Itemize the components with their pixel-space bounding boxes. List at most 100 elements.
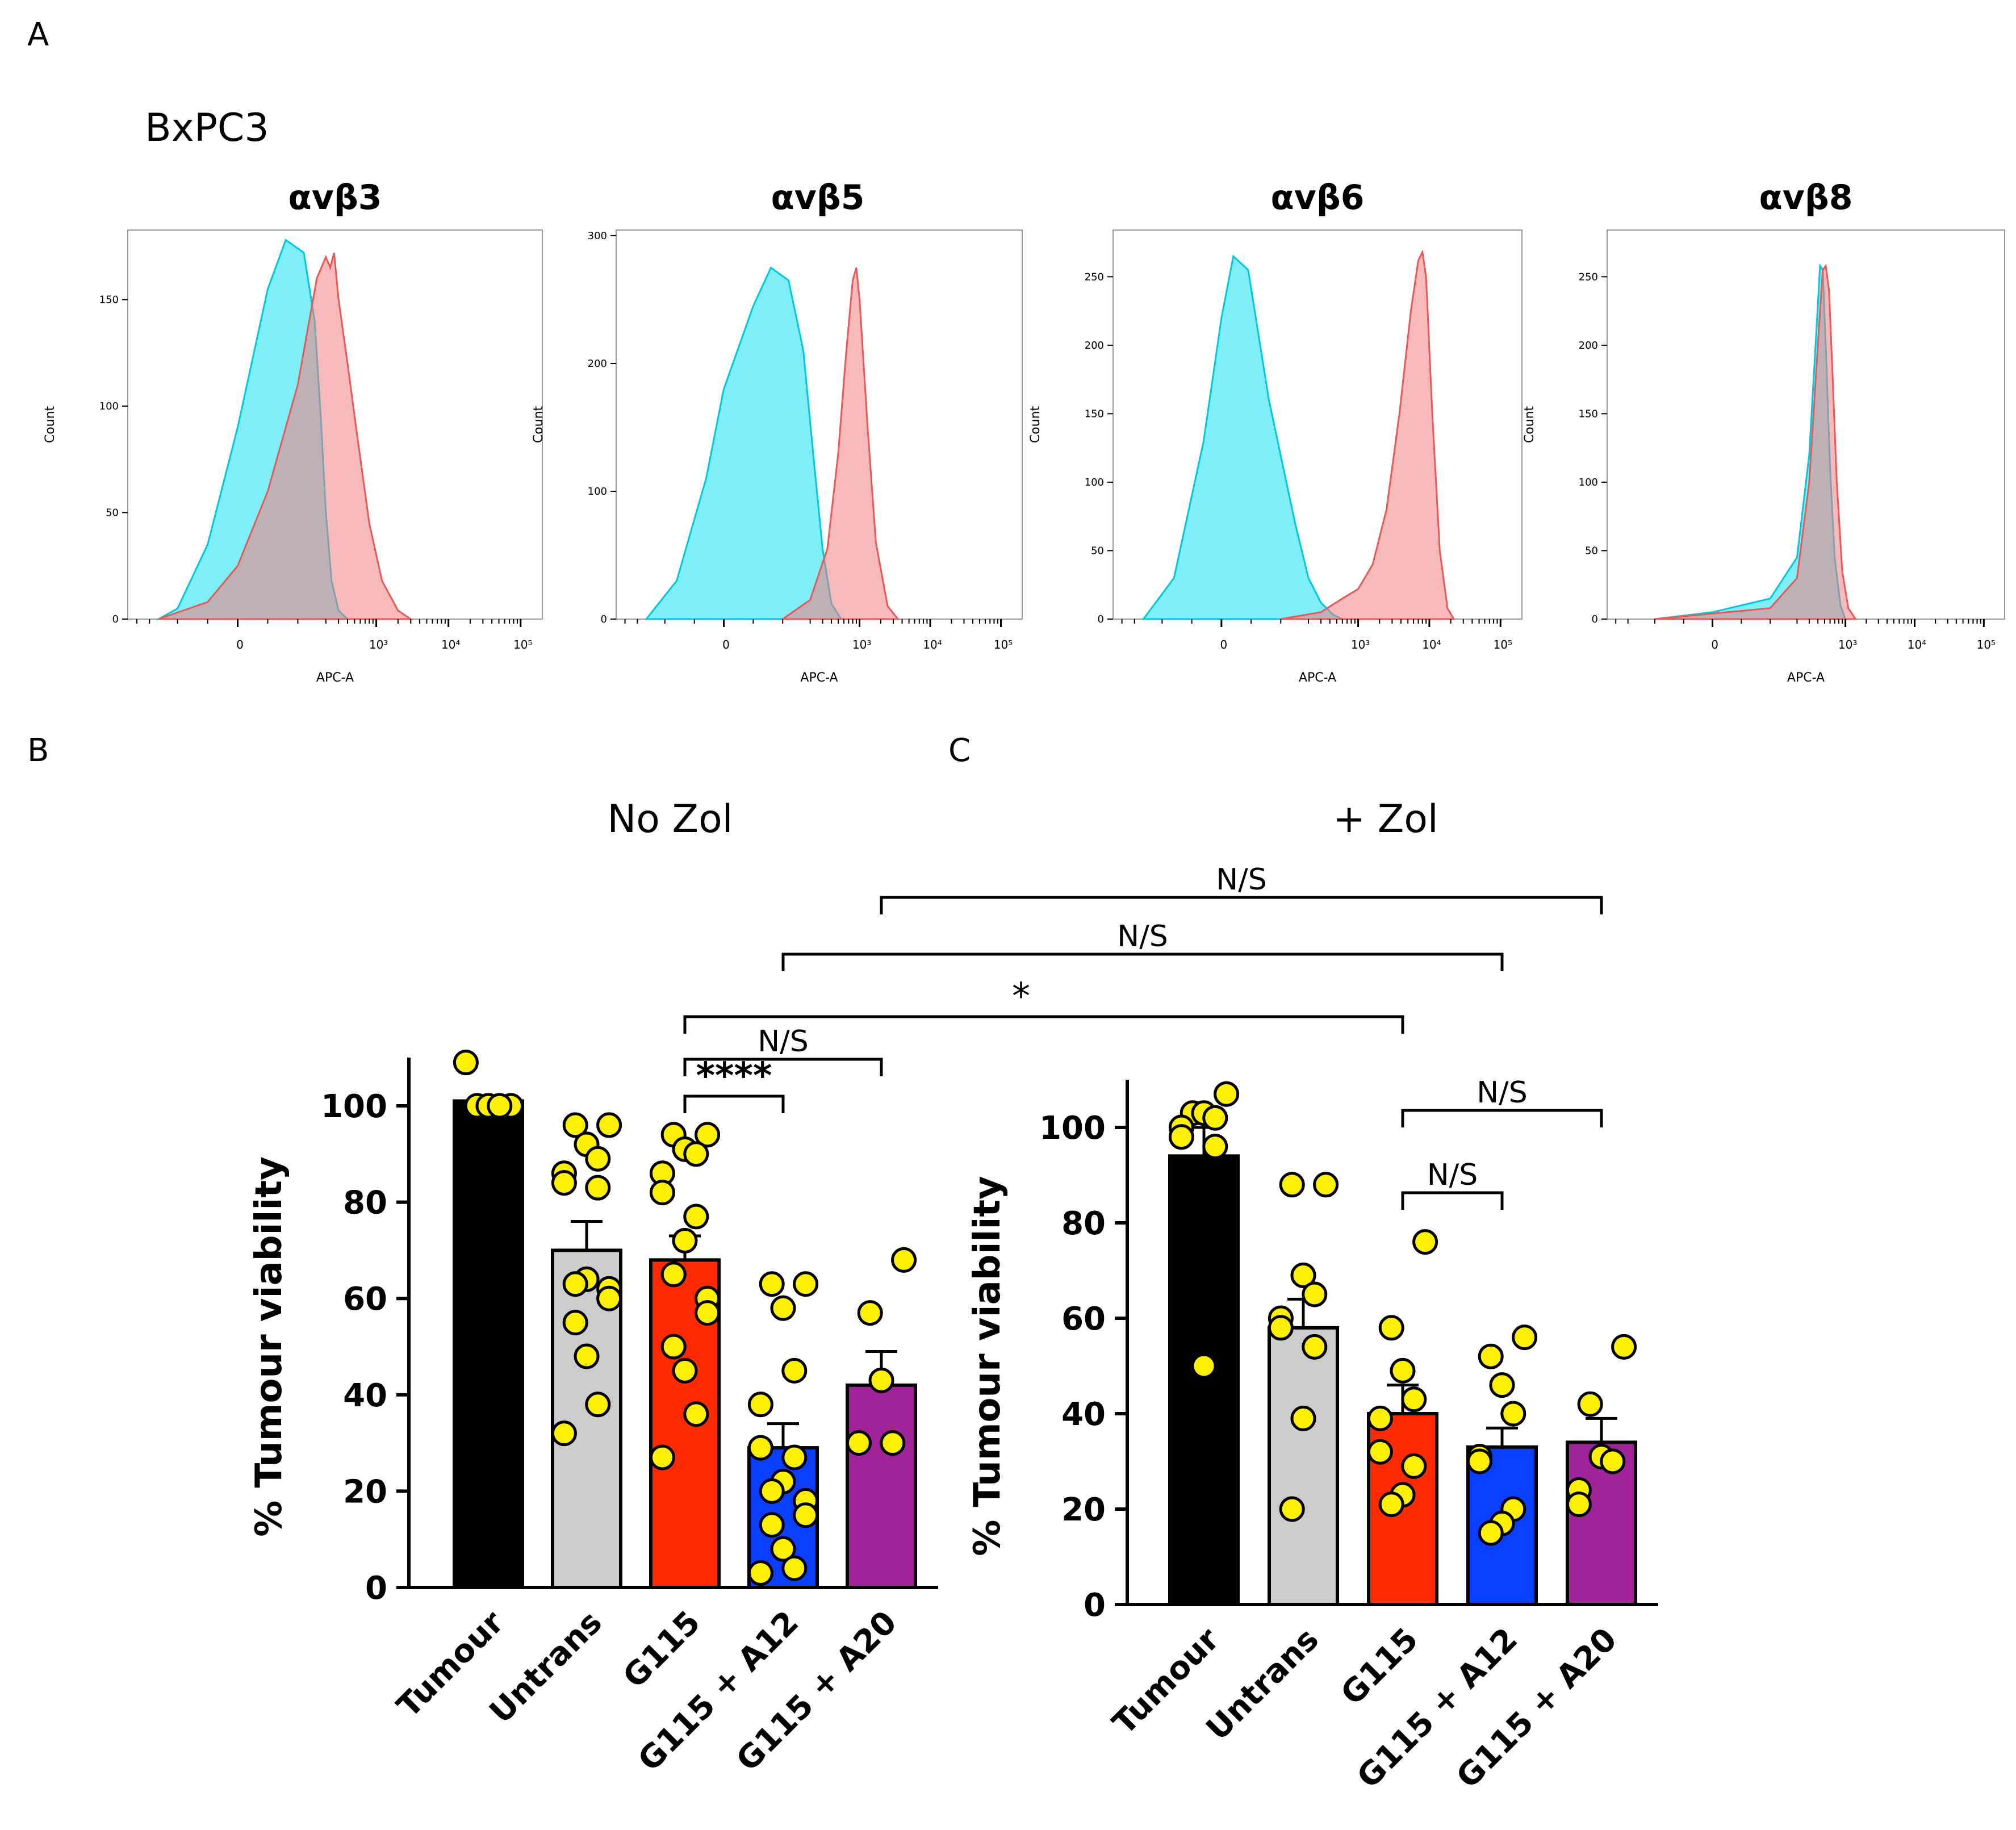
data-point: [1214, 1081, 1240, 1107]
x-tick-label: 10⁵: [1977, 638, 1996, 651]
x-tick-label: 10⁴: [923, 638, 942, 651]
y-tick-label: 250: [1085, 271, 1104, 283]
y-tick-label: 300: [588, 230, 607, 242]
data-point: [585, 1392, 611, 1418]
data-point: [759, 1271, 785, 1297]
y-tick-label: 0: [112, 613, 119, 625]
data-point: [585, 1146, 611, 1172]
y-axis-label: Count: [1523, 406, 1537, 443]
significance-label: N/S: [1427, 1158, 1478, 1192]
data-point: [868, 1367, 894, 1393]
data-point: [649, 1444, 675, 1470]
y-tick-label: 0: [1592, 613, 1598, 625]
data-point: [793, 1271, 819, 1297]
histogram-1: αvβ3 0 50 100 150 0 10³ 10⁴ 10⁵ APC-A Count: [43, 178, 543, 685]
data-point: [1191, 1353, 1217, 1379]
data-point: [1378, 1491, 1404, 1518]
data-point: [660, 1334, 687, 1360]
significance-bracket: [683, 1094, 785, 1113]
data-point: [551, 1420, 577, 1447]
y-tick-label: 20: [1061, 1491, 1106, 1528]
data-point: [1512, 1325, 1538, 1351]
cross-panel-comparisons: * N/S N/S: [683, 863, 1603, 1034]
panel-label-b: B: [27, 732, 49, 769]
data-point: [1290, 1405, 1316, 1431]
histogram-series-isotype: [1141, 254, 1343, 620]
histogram-title: αvβ3: [288, 178, 382, 218]
histogram-series-stained: [1281, 249, 1455, 620]
data-point: [660, 1261, 687, 1288]
histogram-3: αvβ6 0 50 100 150 200 250 0 10³ 10⁴ 10⁵ APC-A Count: [1028, 178, 1523, 685]
x-tick-label: 10⁴: [1908, 638, 1926, 651]
significance-bracket: [1401, 1109, 1603, 1127]
data-point: [880, 1430, 906, 1456]
y-tick-label: 0: [365, 1570, 387, 1607]
data-point: [759, 1478, 785, 1504]
data-point: [1290, 1262, 1316, 1288]
chart-title: No Zol: [607, 797, 733, 842]
y-tick-label: 100: [1085, 477, 1104, 488]
data-point: [1500, 1401, 1526, 1427]
y-tick-label: 80: [1061, 1205, 1106, 1242]
data-point: [759, 1512, 785, 1538]
histogram-title: αvβ6: [1270, 178, 1364, 218]
x-tick-label: 10³: [1351, 638, 1370, 651]
data-point: [1313, 1172, 1339, 1198]
histogram-title: αvβ8: [1759, 178, 1852, 218]
bar: [453, 1099, 524, 1589]
panel-label-a: A: [27, 16, 49, 53]
histogram-frame: [1112, 229, 1523, 620]
x-axis-label: APC-A: [316, 671, 354, 685]
y-tick-label: 0: [1084, 1587, 1106, 1624]
data-point: [683, 1401, 709, 1427]
data-point: [1401, 1386, 1427, 1413]
y-tick-label: 50: [1585, 545, 1598, 557]
x-axis-label: APC-A: [1787, 671, 1825, 685]
data-point: [1611, 1334, 1637, 1360]
x-tick-label: 0: [722, 638, 730, 651]
data-point: [672, 1227, 698, 1254]
data-point: [846, 1430, 872, 1456]
y-tick-label: 100: [1579, 477, 1598, 488]
y-tick-label: 100: [588, 486, 607, 498]
data-point: [1279, 1496, 1305, 1522]
x-tick-label: 10⁵: [994, 638, 1013, 651]
cross-comparison-label: N/S: [1117, 920, 1168, 954]
data-point: [781, 1357, 808, 1384]
cell-line-label: BxPC3: [145, 106, 269, 151]
x-axis-label: APC-A: [800, 671, 838, 685]
data-point: [562, 1112, 588, 1138]
data-point: [1202, 1105, 1228, 1131]
data-point: [1478, 1343, 1504, 1369]
data-point: [683, 1141, 709, 1167]
category-label: G115: [616, 1604, 708, 1695]
y-tick-label: 150: [99, 294, 119, 306]
data-point: [574, 1343, 600, 1369]
data-point: [747, 1435, 773, 1461]
significance-label: N/S: [1477, 1076, 1527, 1110]
cross-comparison-bracket: [683, 1015, 1404, 1034]
y-tick-label: 150: [1579, 408, 1598, 420]
x-tick-label: 0: [1220, 638, 1227, 651]
x-tick-label: 10⁵: [1494, 638, 1512, 651]
data-point: [453, 1050, 479, 1076]
data-point: [649, 1180, 675, 1206]
y-tick-label: 0: [601, 613, 607, 625]
y-tick-label: 100: [321, 1088, 387, 1125]
histogram-4: αvβ8 0 50 100 150 200 250 0 10³ 10⁴ 10⁵ APC-A Count: [1523, 178, 2005, 685]
data-point: [1577, 1391, 1603, 1417]
y-tick-label: 50: [1091, 545, 1104, 557]
cross-comparison-bracket: [781, 952, 1504, 971]
data-point: [1466, 1448, 1492, 1474]
data-point: [695, 1122, 721, 1148]
y-tick-label: 100: [99, 400, 119, 412]
y-tick-label: 0: [1098, 613, 1104, 625]
data-point: [781, 1555, 808, 1581]
histogram-series-stained: [1654, 264, 1858, 620]
data-point: [1302, 1334, 1328, 1360]
data-point: [770, 1536, 796, 1562]
y-tick-label: 20: [343, 1473, 387, 1510]
bar: [1268, 1326, 1339, 1607]
